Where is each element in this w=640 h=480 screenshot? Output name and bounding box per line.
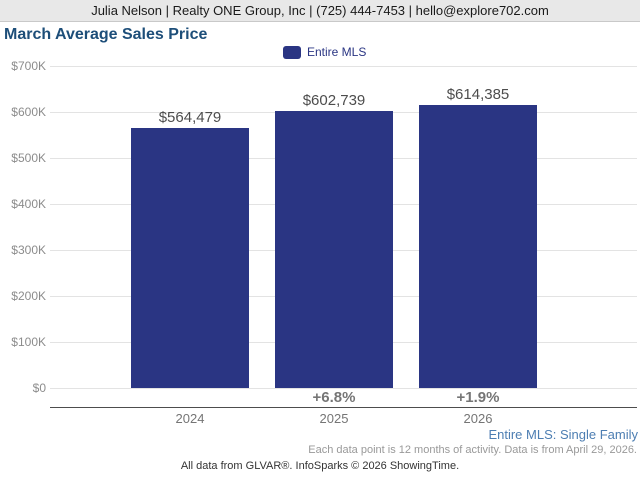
y-tick-label: $500K [11,151,46,165]
agent-contact-header: Julia Nelson | Realty ONE Group, Inc | (… [0,0,640,22]
y-tick-label: $300K [11,243,46,257]
y-tick-label: $400K [11,197,46,211]
legend: Entire MLS [283,45,366,59]
data-note: Each data point is 12 months of activity… [308,444,637,456]
x-tick-label-2026: 2026 [463,411,493,426]
y-tick-label: $100K [11,335,46,349]
gridline [50,388,637,389]
x-axis-line [50,407,637,408]
bar-2026[interactable] [419,105,537,388]
pct-change-label: +6.8% [312,389,356,406]
gridline [50,66,637,67]
legend-label: Entire MLS [307,45,367,59]
bar-2025[interactable] [275,110,393,388]
y-tick-label: $700K [11,59,46,73]
attribution-line: All data from GLVAR®. InfoSparks © 2026 … [180,460,460,472]
x-tick-label-2025: 2025 [319,411,349,426]
y-tick-label: $0 [32,381,46,395]
y-tick-label: $600K [11,105,46,119]
series-filter-link[interactable]: Entire MLS: Single Family [488,427,638,442]
bar-value-label: $564,479 [158,109,222,127]
bar-2024[interactable] [131,128,249,388]
x-tick-label-2024: 2024 [175,411,205,426]
pct-change-label: +1.9% [456,389,500,406]
legend-swatch-icon [283,45,301,59]
bar-value-label: $614,385 [446,86,510,104]
chart-title: March Average Sales Price [4,26,208,43]
y-tick-label: $200K [11,289,46,303]
bar-value-label: $602,739 [302,91,366,109]
